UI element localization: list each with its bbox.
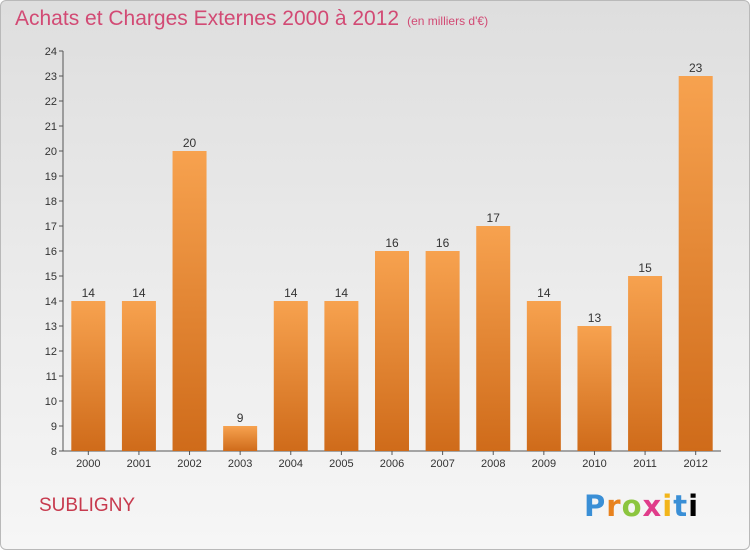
x-tick-label: 2006 bbox=[380, 458, 404, 470]
bar bbox=[172, 151, 207, 451]
logo-letter: i bbox=[662, 489, 674, 523]
bar-value-label: 9 bbox=[237, 411, 244, 425]
logo-letter: r bbox=[606, 489, 622, 523]
y-tick-label: 16 bbox=[45, 246, 57, 258]
y-tick-label: 13 bbox=[45, 321, 57, 333]
bar bbox=[375, 251, 409, 451]
bar-value-label: 17 bbox=[487, 211, 501, 225]
bar-value-label: 20 bbox=[183, 136, 197, 150]
bar bbox=[577, 326, 612, 451]
x-tick-label: 2003 bbox=[228, 458, 252, 470]
bar-value-label: 16 bbox=[436, 236, 450, 250]
bar-value-label: 14 bbox=[284, 286, 298, 300]
x-tick-label: 2002 bbox=[177, 458, 201, 470]
logo-letter: x bbox=[642, 489, 663, 523]
chart-subtitle: (en milliers d'€) bbox=[407, 14, 489, 28]
labels: 14 2000 14 2001 20 2002 9 2003 14 2004 14 2005 16 200… bbox=[76, 61, 708, 470]
bar-value-label: 14 bbox=[537, 286, 551, 300]
commune-name: SUBLIGNY bbox=[39, 495, 136, 516]
bar-value-label: 13 bbox=[588, 311, 602, 325]
bar bbox=[223, 426, 258, 451]
bar bbox=[678, 76, 713, 451]
x-tick-label: 2007 bbox=[430, 458, 454, 470]
y-tick-label: 11 bbox=[46, 371, 57, 383]
x-tick-label: 2000 bbox=[76, 458, 100, 470]
x-tick-label: 2009 bbox=[532, 458, 556, 470]
y-tick-label: 9 bbox=[51, 421, 57, 433]
bar-value-label: 14 bbox=[82, 286, 96, 300]
y-tick-label: 8 bbox=[51, 446, 57, 458]
bar bbox=[71, 301, 106, 451]
y-tick-label: 20 bbox=[45, 146, 57, 158]
x-tick-label: 2012 bbox=[683, 458, 707, 470]
chart-title: Achats et Charges Externes 2000 à 2012 (e… bbox=[15, 7, 488, 31]
bar-value-label: 23 bbox=[689, 61, 703, 75]
y-tick-label: 22 bbox=[45, 96, 57, 108]
bar bbox=[425, 251, 460, 451]
bar bbox=[526, 301, 561, 451]
logo-letter: P bbox=[584, 489, 607, 523]
y-tick-label: 12 bbox=[45, 346, 57, 358]
logo-letter: o bbox=[621, 489, 643, 523]
y-tick-label: 18 bbox=[45, 196, 57, 208]
bars bbox=[71, 76, 713, 451]
bar bbox=[476, 226, 511, 451]
chart-title-text: Achats et Charges Externes 2000 à 2012 bbox=[15, 7, 400, 30]
bar-value-label: 16 bbox=[385, 236, 399, 250]
bar bbox=[324, 301, 359, 451]
bar-value-label: 14 bbox=[132, 286, 146, 300]
y-tick-label: 21 bbox=[45, 121, 57, 133]
x-tick-label: 2008 bbox=[481, 458, 505, 470]
logo-letter: t bbox=[673, 489, 689, 523]
y-tick-label: 14 bbox=[45, 296, 57, 308]
bar bbox=[273, 301, 308, 451]
y-tick-label: 19 bbox=[45, 171, 57, 183]
y-tick-label: 24 bbox=[45, 46, 57, 58]
x-tick-label: 2001 bbox=[127, 458, 151, 470]
bar-value-label: 14 bbox=[335, 286, 349, 300]
x-tick-label: 2004 bbox=[279, 458, 303, 470]
logo-letter: i bbox=[688, 489, 700, 523]
y-tick-label: 15 bbox=[45, 271, 57, 283]
bar bbox=[628, 276, 663, 451]
bar bbox=[121, 301, 156, 451]
y-tick-label: 23 bbox=[45, 71, 57, 83]
y-tick-label: 17 bbox=[45, 221, 57, 233]
bar-value-label: 15 bbox=[638, 261, 652, 275]
x-tick-label: 2011 bbox=[633, 458, 657, 470]
proxiti-logo: Proxiti bbox=[584, 489, 699, 523]
x-tick-label: 2005 bbox=[329, 458, 353, 470]
x-tick-label: 2010 bbox=[582, 458, 606, 470]
y-tick-label: 10 bbox=[45, 396, 57, 408]
